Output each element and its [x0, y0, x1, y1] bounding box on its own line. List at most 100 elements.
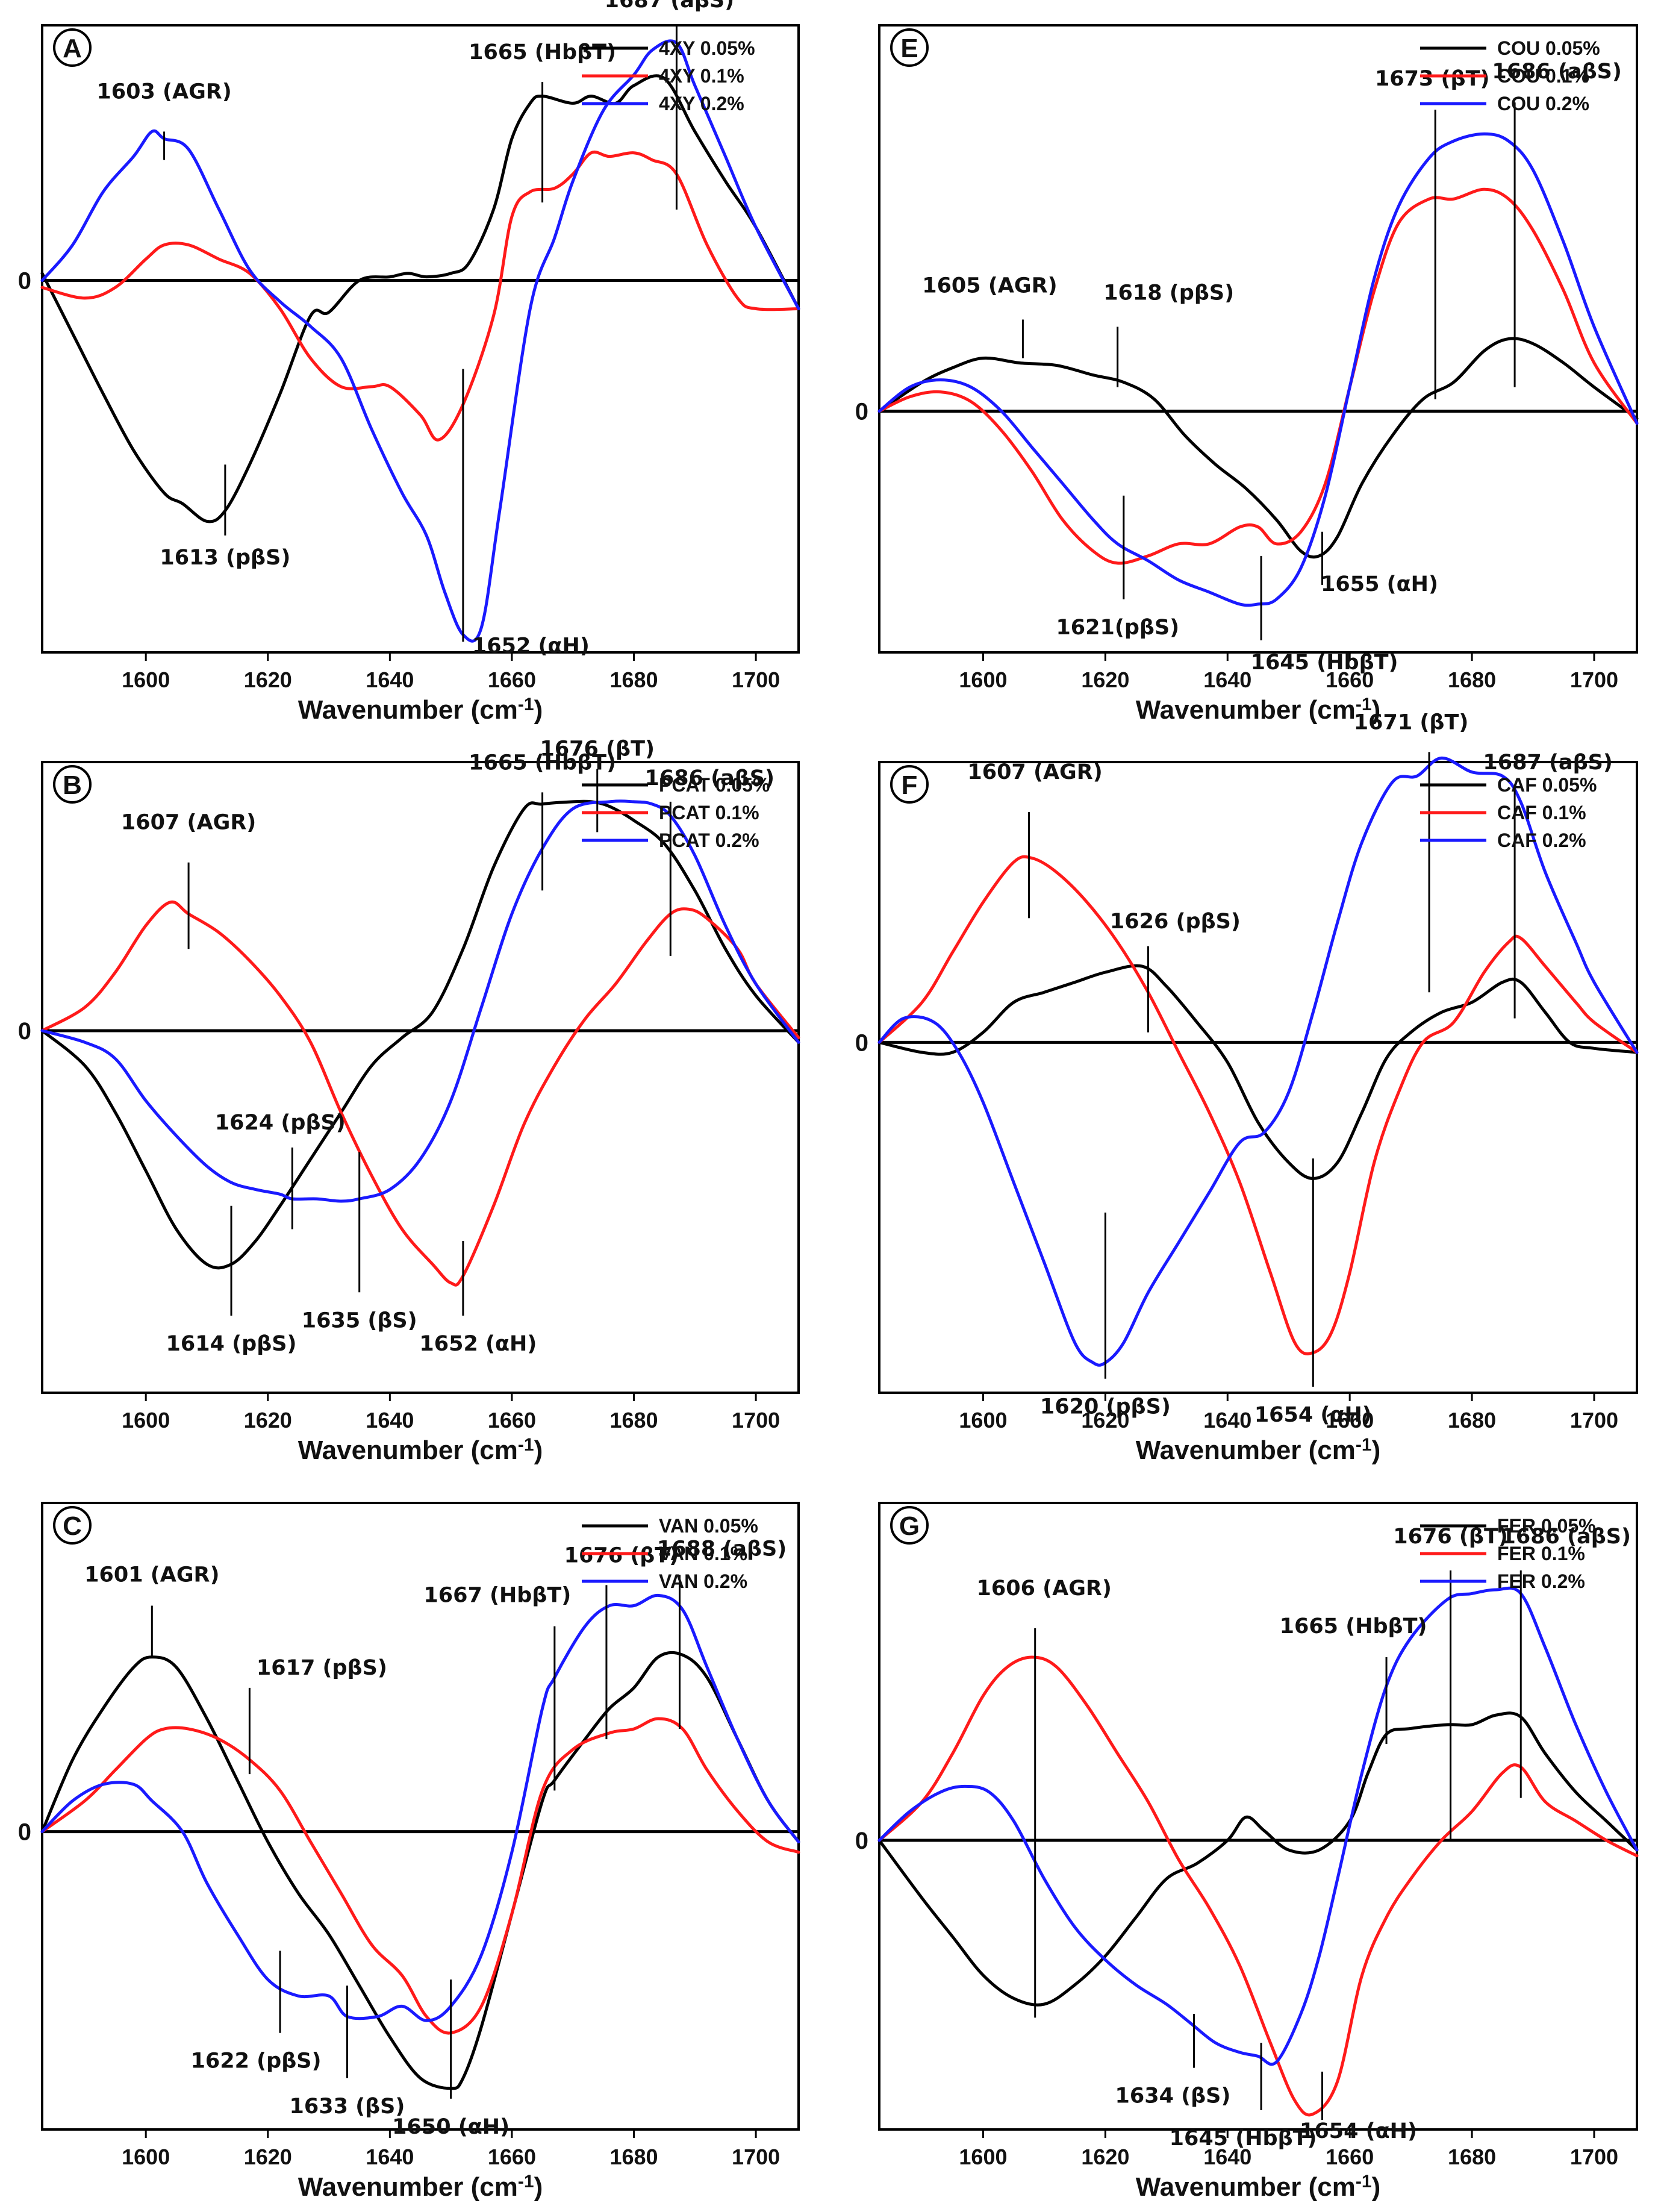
zero-label: 0 [18, 267, 31, 294]
x-axis-title: Wavenumber (cm-1) [1136, 2172, 1380, 2202]
annotation-label: 1665 (HbβT) [1280, 1614, 1427, 1639]
series-line-a-1 [40, 74, 800, 523]
series-line-c-1 [40, 1651, 800, 2090]
x-tick-label: 1640 [366, 2145, 414, 2169]
x-tick-label: 1640 [366, 1408, 414, 1432]
panel-letter: C [63, 1511, 82, 1541]
annotation-label: 1614 (pβS) [166, 1332, 297, 1356]
plot-frame [878, 24, 1638, 654]
panel-letter-circle [890, 765, 929, 804]
annotation-label: 1654 (αH) [1254, 1403, 1372, 1427]
series-line-g-1 [877, 1711, 1639, 2007]
series-line-f-3 [877, 756, 1639, 1367]
x-axis-title: Wavenumber (cm-1) [298, 2172, 543, 2202]
annotation-label: 1624 (pβS) [215, 1111, 346, 1135]
x-tick-label: 1600 [959, 1408, 1007, 1432]
panel-c: 1600 1620 1640 1660 1680 1700 Wavenumber (cm-1… [18, 1502, 800, 2202]
legend-label: PCAT 0.05% [659, 774, 770, 796]
panel-letter: F [902, 770, 918, 800]
legend-label: PCAT 0.2% [659, 830, 759, 851]
series-line-e-2 [877, 187, 1639, 565]
panel-letter: E [900, 34, 918, 63]
annotation-label: 1676 (βT) [540, 737, 655, 761]
series-line-e-3 [877, 132, 1639, 607]
x-tick-label: 1620 [244, 667, 292, 692]
plot-frame [878, 1502, 1638, 2131]
series-line-f-1 [877, 964, 1639, 1180]
x-tick-label: 1680 [1448, 667, 1496, 692]
panel-letter-circle [53, 28, 92, 67]
plot-frame [41, 1502, 800, 2131]
series-line-c-3 [40, 1593, 800, 2022]
annotation-label: 1665 (HbβT) [469, 40, 616, 64]
legend-label: FER 0.2% [1497, 1570, 1585, 1592]
annotation-label: 1606 (AGR) [977, 1576, 1112, 1601]
legend-label: VAN 0.05% [659, 1515, 758, 1537]
annotation-label: 1607 (AGR) [121, 811, 256, 835]
x-tick-label: 1640 [366, 667, 414, 692]
legend-label: VAN 0.2% [659, 1570, 747, 1592]
panel-letter-circle [890, 28, 929, 67]
annotation-label: 1626 (pβS) [1110, 910, 1241, 934]
x-axis-title: Wavenumber (cm-1) [298, 1435, 543, 1465]
x-tick-label: 1600 [959, 2145, 1007, 2169]
panel-letter-circle [53, 765, 92, 804]
legend-label: FER 0.1% [1497, 1543, 1585, 1564]
annotation-label: 1607 (AGR) [967, 760, 1102, 784]
legend-label: PCAT 0.1% [659, 802, 759, 823]
x-tick-label: 1660 [488, 667, 536, 692]
annotation-label: 1650 (αH) [392, 2115, 510, 2139]
annotation-label: 1622 (pβS) [191, 2049, 322, 2073]
series-line-g-2 [877, 1655, 1639, 2117]
x-tick-label: 1700 [732, 1408, 780, 1432]
x-tick-label: 1680 [1448, 1408, 1496, 1432]
x-tick-label: 1660 [1326, 1408, 1374, 1432]
x-tick-label: 1620 [244, 1408, 292, 1432]
annotation-label: 1620 (pβS) [1040, 1395, 1171, 1419]
zero-label: 0 [855, 399, 868, 425]
legend-label: COU 0.1% [1497, 65, 1589, 87]
panel-letter-circle [890, 1506, 929, 1545]
annotation-label: 1686 (aβS) [645, 766, 774, 790]
panel-f: 1600 1620 1640 1660 1680 1700 Wavenumber (cm-1… [855, 710, 1639, 1465]
series-line-b-1 [40, 799, 800, 1270]
annotation-label: 1617 (pβS) [257, 1656, 387, 1680]
panel-letter: G [899, 1511, 920, 1541]
x-tick-label: 1680 [1448, 2145, 1496, 2169]
x-tick-label: 1700 [732, 667, 780, 692]
annotation-label: 1676 (βT) [564, 1543, 679, 1567]
legend-label: 4XY 0.05% [659, 37, 755, 59]
x-tick-label: 1600 [122, 2145, 170, 2169]
panel-a: 1600 1620 1640 1660 1680 1700 Wavenumber (cm-1… [18, 0, 800, 725]
annotation-label: 1665 (HbβT) [469, 751, 616, 775]
x-axis-title: Wavenumber (cm-1) [1136, 1435, 1380, 1465]
series-line-a-2 [40, 151, 800, 442]
annotation-label: 1688 (aβS) [657, 1537, 787, 1561]
x-axis-title: Wavenumber (cm-1) [298, 695, 543, 725]
series-line-e-1 [877, 337, 1639, 559]
annotation-label: 1621(pβS) [1056, 616, 1179, 640]
zero-label: 0 [855, 1029, 868, 1056]
series-line-b-2 [40, 900, 800, 1287]
plot-frame [41, 24, 800, 654]
panel-letter: B [63, 770, 82, 800]
annotation-label: 1605 (AGR) [922, 273, 1057, 298]
annotation-label: 1686 (aβS) [1501, 1525, 1631, 1549]
x-tick-label: 1680 [609, 2145, 658, 2169]
x-tick-label: 1700 [1570, 1408, 1618, 1432]
annotation-label: 1613 (pβS) [160, 546, 290, 570]
x-tick-label: 1620 [1081, 1408, 1129, 1432]
x-tick-label: 1600 [959, 667, 1007, 692]
plot-frame [41, 761, 800, 1394]
series-line-f-2 [877, 855, 1639, 1355]
panel-e: 1600 1620 1640 1660 1680 1700 Wavenumber (cm-1… [855, 24, 1639, 725]
series-line-c-2 [40, 1717, 800, 2035]
x-tick-label: 1600 [122, 667, 170, 692]
x-tick-label: 1660 [1326, 2145, 1374, 2169]
zero-label: 0 [18, 1018, 31, 1045]
x-tick-label: 1660 [488, 2145, 536, 2169]
annotation-label: 1618 (pβS) [1103, 281, 1234, 305]
annotation-label: 1687 (aβS) [605, 0, 734, 13]
zero-label: 0 [855, 1828, 868, 1854]
x-tick-label: 1680 [609, 1408, 658, 1432]
